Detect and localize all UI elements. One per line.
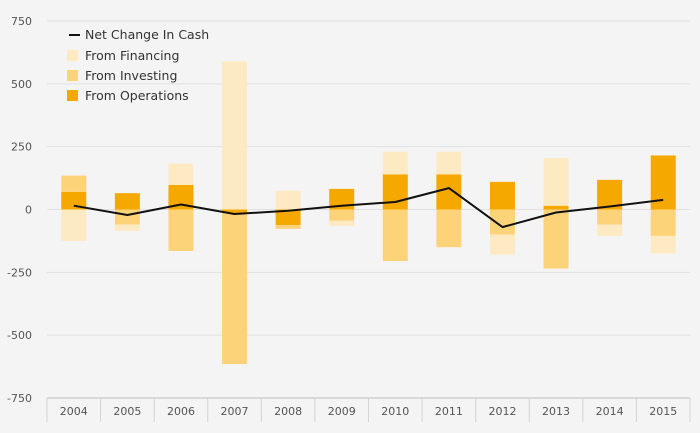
bar-from-financing-2005 — [114, 224, 140, 231]
x-tick-label: 2005 — [113, 405, 141, 418]
bar-from-investing-2004 — [61, 175, 87, 192]
x-tick-label: 2008 — [274, 405, 302, 418]
bar-from-financing-2008 — [275, 190, 301, 210]
bar-from-financing-2007 — [222, 61, 248, 210]
net-change-line-layer — [73, 187, 664, 229]
y-tick-label: 500 — [11, 78, 32, 91]
x-tick-label: 2012 — [488, 405, 516, 418]
bar-from-operations-2011 — [436, 174, 462, 210]
x-tick-label: 2010 — [381, 405, 409, 418]
bar-from-operations-2007 — [222, 209, 248, 214]
x-tick-label: 2009 — [328, 405, 356, 418]
bar-from-investing-2012 — [489, 209, 515, 235]
x-axis: 2004 2005 2006 2007 2008 2009 2010 2011 2012 2013… — [46, 397, 691, 422]
bar-from-operations-2008 — [275, 209, 301, 226]
bar-from-investing-2005 — [114, 209, 140, 225]
bar-from-operations-2005 — [114, 193, 140, 210]
bar-from-investing-2010 — [382, 209, 408, 262]
y-tick-label: -750 — [7, 392, 32, 405]
x-tick-label: 2014 — [596, 405, 624, 418]
bar-from-operations-2010 — [382, 174, 408, 210]
bar-from-investing-2006 — [168, 209, 194, 251]
y-tick-label: 0 — [25, 204, 32, 217]
y-tick-label: 250 — [11, 141, 32, 154]
bar-from-investing-2014 — [597, 209, 623, 225]
legend-label-operations: From Operations — [85, 88, 189, 103]
bar-from-operations-2012 — [489, 181, 515, 210]
legend-label-financing: From Financing — [85, 48, 179, 63]
bar-from-investing-2013 — [543, 209, 569, 269]
y-axis: 750 500 250 0 -250 -500 -750 — [7, 15, 32, 405]
bar-from-investing-2015 — [650, 209, 676, 236]
bar-from-financing-2015 — [650, 235, 676, 254]
bar-from-financing-2010 — [382, 151, 408, 175]
bar-from-operations-2013 — [543, 205, 569, 210]
bar-from-investing-2007 — [222, 213, 248, 365]
bar-from-financing-2009 — [329, 220, 355, 226]
x-tick-label: 2007 — [221, 405, 249, 418]
net-change-line — [73, 187, 664, 229]
legend-label-net-change: Net Change In Cash — [85, 27, 209, 42]
legend-swatch-financing — [67, 50, 78, 61]
y-tick-label: -500 — [7, 329, 32, 342]
bars-layer — [61, 61, 676, 365]
x-tick-label: 2011 — [435, 405, 463, 418]
legend-label-investing: From Investing — [85, 68, 177, 83]
bar-from-financing-2014 — [597, 224, 623, 236]
bar-from-financing-2004 — [61, 209, 87, 241]
x-tick-label: 2004 — [60, 405, 88, 418]
bar-from-investing-2009 — [329, 209, 355, 221]
legend-swatch-investing — [67, 70, 78, 81]
legend-swatch-operations — [67, 90, 78, 101]
y-tick-label: 750 — [11, 15, 32, 28]
y-tick-label: -250 — [7, 266, 32, 279]
bar-from-investing-2011 — [436, 209, 462, 248]
bar-from-investing-2008 — [275, 225, 301, 229]
legend: Net Change In Cash From Financing From I… — [67, 27, 209, 103]
bar-from-financing-2012 — [489, 234, 515, 255]
bar-from-financing-2013 — [543, 157, 569, 206]
bar-from-financing-2006 — [168, 163, 194, 185]
x-tick-label: 2015 — [649, 405, 677, 418]
x-tick-label: 2013 — [542, 405, 570, 418]
bar-from-financing-2011 — [436, 151, 462, 175]
bar-from-operations-2004 — [61, 191, 87, 210]
x-tick-label: 2006 — [167, 405, 195, 418]
